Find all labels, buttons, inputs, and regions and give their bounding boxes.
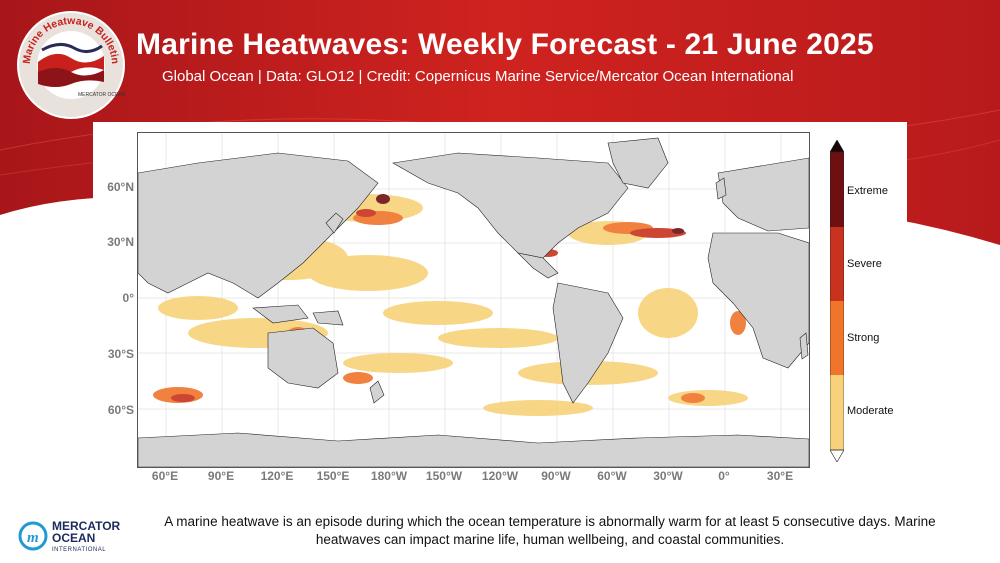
lon-tick-90e: 90°E (207, 469, 235, 483)
footer-logo-line3: INTERNATIONAL (52, 547, 106, 553)
bulletin-logo: Marine Heatwave Bulletin MERCATOR OCEAN (16, 10, 126, 120)
lon-tick-180w: 180°W (370, 469, 408, 483)
lon-tick-60e: 60°E (151, 469, 179, 483)
legend-swatch-extreme (830, 152, 844, 227)
svg-text:m: m (27, 530, 39, 546)
mercator-ocean-logo: m MERCATOR OCEAN INTERNATIONAL (18, 518, 138, 554)
heatwave-map (137, 132, 810, 468)
lon-tick-150e: 150°E (316, 469, 350, 483)
page-title: Marine Heatwaves: Weekly Forecast - 21 J… (136, 28, 874, 61)
footer-description: A marine heatwave is an episode during w… (164, 514, 936, 547)
lat-tick-30n: 30°N (107, 235, 134, 249)
legend-label-extreme: Extreme (847, 185, 888, 197)
legend-label-severe: Severe (847, 258, 882, 270)
page-subtitle: Global Ocean | Data: GLO12 | Credit: Cop… (162, 68, 794, 85)
lon-tick-0: 0° (718, 469, 730, 483)
lon-tick-30e: 30°E (766, 469, 794, 483)
lon-tick-120w: 120°W (481, 469, 519, 483)
logo-small-text: MERCATOR OCEAN (78, 92, 126, 98)
legend-colorbar (829, 139, 845, 463)
lon-tick-90w: 90°W (541, 469, 571, 483)
lon-tick-30w: 30°W (653, 469, 683, 483)
land-masses (138, 137, 809, 467)
legend-swatch-strong (830, 301, 844, 375)
lat-tick-60s: 60°S (107, 403, 134, 417)
legend-swatch-moderate (830, 375, 844, 450)
lon-tick-150w: 150°W (425, 469, 463, 483)
legend-label-strong: Strong (847, 332, 880, 344)
lon-tick-120e: 120°E (260, 469, 294, 483)
legend-swatch-severe (830, 227, 844, 301)
lat-tick-30s: 30°S (107, 347, 134, 361)
footer-logo-line2: OCEAN (52, 531, 95, 545)
lat-tick-0: 0° (122, 291, 134, 305)
legend-label-moderate: Moderate (847, 405, 894, 417)
lat-tick-60n: 60°N (107, 180, 134, 194)
lon-tick-60w: 60°W (597, 469, 627, 483)
footer-logo-line1: MERCATOR (52, 519, 121, 533)
